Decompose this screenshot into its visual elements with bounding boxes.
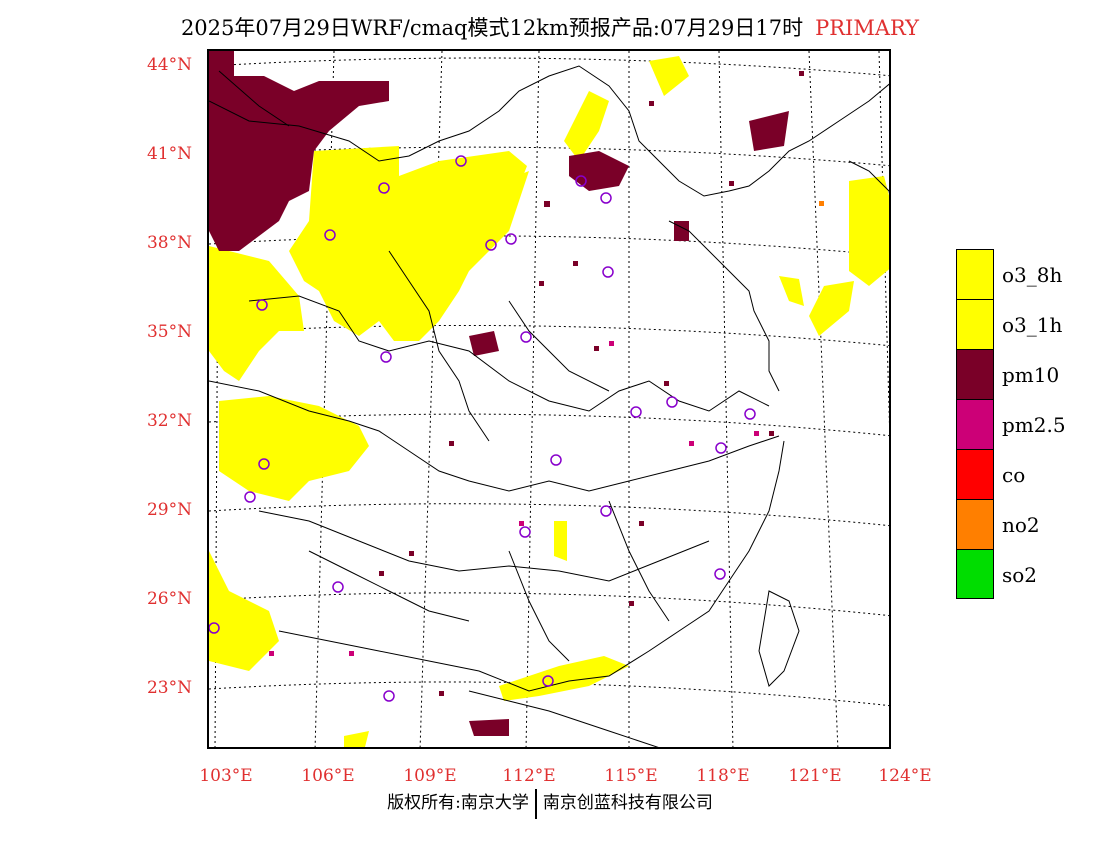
lon-label: 106°E — [301, 766, 355, 786]
lat-label: 26°N — [146, 589, 192, 609]
boundaries — [209, 65, 889, 747]
legend-swatch — [956, 499, 994, 549]
legend-swatch — [956, 349, 994, 399]
lat-label: 38°N — [146, 233, 192, 253]
legend-label: pm2.5 — [1002, 413, 1066, 437]
title-text: 2025年07月29日WRF/cmaq模式12km预报产品:07月29日17时 — [180, 16, 804, 40]
lat-label: 44°N — [146, 55, 192, 75]
legend-label: pm10 — [1002, 363, 1060, 387]
lon-label: 112°E — [502, 766, 556, 786]
copyright-left: 版权所有:南京大学 — [387, 793, 529, 813]
title-tag: PRIMARY — [815, 16, 920, 40]
legend-swatch — [956, 299, 994, 349]
lon-label: 118°E — [696, 766, 750, 786]
ozone-areas — [209, 56, 889, 747]
lon-label: 115°E — [604, 766, 658, 786]
lon-label: 103°E — [199, 766, 253, 786]
pollution-map-svg — [209, 51, 889, 747]
legend-label: co — [1002, 463, 1026, 487]
footer-divider — [534, 788, 537, 819]
lat-label: 29°N — [146, 500, 192, 520]
graticule — [209, 51, 889, 747]
legend-label: o3_8h — [1002, 263, 1063, 287]
lon-label: 109°E — [403, 766, 457, 786]
legend-swatch — [956, 249, 994, 299]
lat-label: 32°N — [146, 411, 192, 431]
map-title: 2025年07月29日WRF/cmaq模式12km预报产品:07月29日17时 P… — [0, 12, 1100, 42]
station-markers — [209, 155, 756, 702]
legend-swatch — [956, 399, 994, 449]
copyright-footer: 版权所有:南京大学 南京创蓝科技有限公司 — [0, 788, 1100, 819]
scatter-cells — [269, 71, 824, 696]
lon-label: 121°E — [788, 766, 842, 786]
legend-label: o3_1h — [1002, 313, 1063, 337]
lat-label: 35°N — [146, 322, 192, 342]
legend-swatch — [956, 549, 994, 599]
copyright-right: 南京创蓝科技有限公司 — [542, 793, 713, 813]
lon-label: 124°E — [878, 766, 932, 786]
lat-label: 23°N — [146, 678, 192, 698]
legend-swatch — [956, 449, 994, 499]
map-panel — [207, 49, 891, 749]
legend-label: no2 — [1002, 513, 1040, 537]
legend-label: so2 — [1002, 563, 1038, 587]
lat-label: 41°N — [146, 144, 192, 164]
